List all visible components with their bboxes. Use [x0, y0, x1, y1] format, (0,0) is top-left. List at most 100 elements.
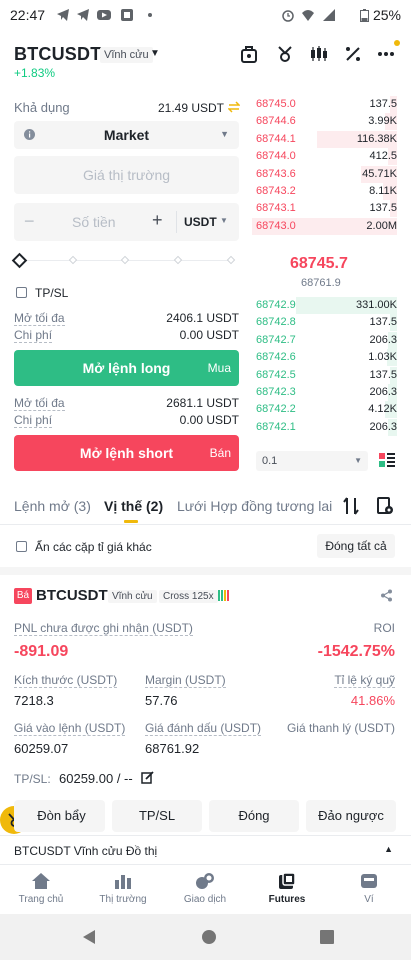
tpsl-button[interactable]: TP/SL	[112, 800, 202, 832]
amount-unit[interactable]: USDT	[184, 215, 217, 229]
reverse-position-button[interactable]: Đảo ngược	[306, 800, 396, 832]
margin-label: Margin (USDT)	[145, 673, 226, 688]
wifi-icon	[301, 8, 315, 22]
tpsl-label: TP/SL	[35, 286, 68, 300]
bid-row[interactable]: 68742.9 331.00K	[252, 297, 397, 314]
slider-step[interactable]	[174, 256, 182, 264]
ob-price: 68742.6	[256, 351, 296, 363]
available-value: 21.49 USDT	[120, 101, 224, 115]
ob-price: 68745.0	[256, 98, 296, 110]
bid-row[interactable]: 68742.6 1.03K	[252, 349, 397, 366]
entry-price-label: Giá vào lệnh (USDT)	[14, 721, 125, 736]
order-type-select[interactable]: Market ▼	[14, 121, 239, 149]
recents-icon[interactable]	[320, 930, 334, 944]
symbol-title[interactable]: BTCUSDT	[14, 44, 101, 65]
slider-step[interactable]	[121, 256, 129, 264]
nav-wallet[interactable]: Ví	[328, 872, 410, 905]
nav-trade-label: Giao dịch	[184, 894, 226, 905]
chart-bar[interactable]: BTCUSDT Vĩnh cửu Đồ thị ▲	[0, 835, 411, 865]
tab-positions[interactable]: Vị thế (2)	[104, 498, 163, 514]
ob-price: 68742.3	[256, 386, 296, 398]
plus-icon[interactable]: +	[152, 210, 163, 231]
tab-open-orders[interactable]: Lệnh mở (3)	[14, 498, 91, 514]
mark-price-label: Giá đánh dấu (USDT)	[145, 721, 261, 736]
chevron-up-icon[interactable]: ▲	[384, 844, 393, 854]
nav-futures[interactable]: Futures	[246, 872, 328, 905]
ask-row[interactable]: 68743.6 45.71K	[252, 166, 397, 183]
ob-quantity: 412.5	[369, 150, 397, 162]
ask-row[interactable]: 68744.6 3.99K	[252, 113, 397, 130]
active-tab-indicator	[124, 520, 138, 523]
last-price: 68745.7	[290, 255, 348, 273]
precision-select[interactable]: 0.1 ▼	[256, 451, 368, 471]
telegram-icon	[76, 8, 90, 22]
close-all-button[interactable]: Đóng tất cả	[317, 534, 395, 558]
tab-futures-grid[interactable]: Lưới Hợp đồng tương lai	[177, 498, 332, 514]
mark-price: 68761.9	[301, 277, 341, 289]
ob-price: 68743.1	[256, 202, 296, 214]
trophy-icon[interactable]	[275, 44, 295, 64]
slider-step[interactable]	[227, 256, 235, 264]
bid-row[interactable]: 68742.2 4.12K	[252, 401, 397, 418]
ob-quantity: 1.03K	[368, 351, 397, 363]
sort-icon[interactable]	[343, 497, 359, 515]
bid-row[interactable]: 68742.3 206.3	[252, 384, 397, 401]
hide-pairs-checkbox[interactable]	[16, 541, 27, 552]
open-short-button[interactable]: Mở lệnh short Bán	[14, 435, 239, 471]
price-input[interactable]: Giá thị trường	[14, 156, 239, 194]
ob-quantity: 331.00K	[356, 299, 397, 311]
nav-home[interactable]: Trang chủ	[0, 872, 82, 905]
ask-row[interactable]: 68745.0 137.5	[252, 96, 397, 113]
slider-handle[interactable]	[12, 253, 28, 269]
liq-price-label: Giá thanh lý (USDT)	[287, 721, 395, 735]
nav-trade[interactable]: Giao dịch	[164, 872, 246, 905]
nav-markets[interactable]: Thị trường	[82, 872, 164, 905]
caret-down-icon: ▼	[220, 129, 229, 139]
bid-row[interactable]: 68742.7 206.3	[252, 332, 397, 349]
short-max-value: 2681.1 USDT	[120, 396, 239, 410]
signal-bars-icon	[218, 590, 230, 601]
home-button-icon[interactable]	[202, 930, 216, 944]
calculator-bag-icon[interactable]	[239, 44, 259, 64]
slider-step[interactable]	[69, 256, 77, 264]
ob-price: 68742.8	[256, 316, 296, 328]
share-icon[interactable]	[380, 589, 393, 602]
contract-type-tag: Vĩnh cửu	[100, 47, 153, 63]
ask-row[interactable]: 68744.0 412.5	[252, 148, 397, 165]
ob-quantity: 2.00M	[366, 220, 397, 232]
ob-quantity: 206.3	[369, 421, 397, 433]
ob-price: 68742.7	[256, 334, 296, 346]
bid-row[interactable]: 68742.5 137.5	[252, 367, 397, 384]
section-divider	[0, 567, 411, 575]
more-icon[interactable]	[376, 44, 396, 64]
position-symbol[interactable]: BTCUSDT	[36, 587, 108, 604]
book-layout-icon[interactable]	[379, 452, 395, 468]
dot-icon	[143, 8, 157, 22]
ob-quantity: 4.12K	[368, 403, 397, 415]
candlestick-chart-icon[interactable]	[309, 44, 329, 64]
open-long-button[interactable]: Mở lệnh long Mua	[14, 350, 239, 386]
long-max-value: 2406.1 USDT	[120, 311, 239, 325]
precision-value: 0.1	[262, 455, 277, 467]
chevron-down-icon[interactable]: ▼	[150, 48, 160, 59]
ask-row[interactable]: 68744.1 116.38K	[252, 131, 397, 148]
tpsl-checkbox[interactable]	[16, 287, 27, 298]
close-position-button[interactable]: Đóng	[209, 800, 299, 832]
ob-quantity: 137.5	[369, 98, 397, 110]
ask-row[interactable]: 68743.0 2.00M	[252, 218, 397, 235]
percent-icon[interactable]	[343, 44, 363, 64]
transfer-icon[interactable]	[228, 101, 240, 113]
futures-icon	[277, 872, 297, 890]
ask-row[interactable]: 68743.2 8.11K	[252, 183, 397, 200]
size-value: 7218.3	[14, 693, 54, 708]
minus-icon[interactable]: −	[24, 211, 35, 232]
leverage-button[interactable]: Đòn bẩy	[14, 800, 105, 832]
amount-input[interactable]: − Số tiền + USDT ▼	[14, 203, 239, 241]
back-icon[interactable]	[83, 930, 96, 944]
battery-icon	[360, 9, 369, 22]
history-document-icon[interactable]	[377, 497, 394, 515]
bid-row[interactable]: 68742.1 206.3	[252, 419, 397, 436]
bid-row[interactable]: 68742.8 137.5	[252, 314, 397, 331]
ask-row[interactable]: 68743.1 137.5	[252, 200, 397, 217]
edit-icon[interactable]	[141, 771, 154, 784]
